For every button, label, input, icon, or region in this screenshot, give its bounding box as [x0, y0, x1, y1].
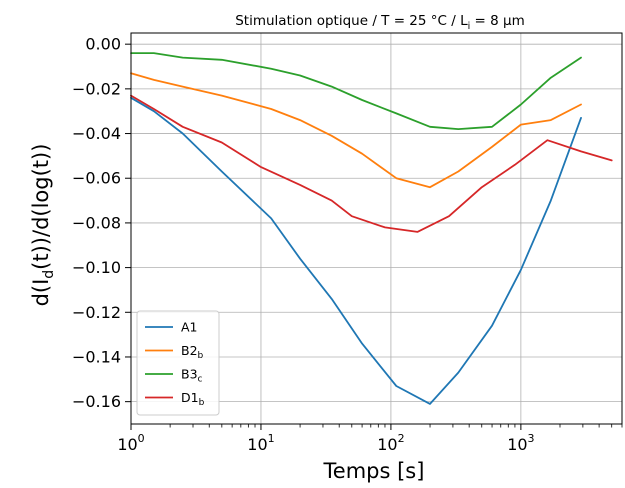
series-line-b3: [130, 52, 582, 131]
y-tick-label: −0.08: [72, 213, 121, 232]
legend-label: D1b: [181, 390, 205, 408]
y-tick-label: −0.02: [72, 79, 121, 98]
y-tick-label: −0.12: [72, 303, 121, 322]
legend-label: B3c: [181, 367, 203, 385]
y-tick-label: −0.10: [72, 258, 121, 277]
grid: [130, 33, 622, 424]
y-axis-title-tail: (t))/d(log(t)): [29, 144, 53, 270]
legend: A1 B2b B3c D1b: [136, 310, 220, 416]
chart-title: Stimulation optique / T = 25 °C / Li = 8…: [235, 13, 525, 32]
y-tick-label: −0.06: [72, 169, 121, 188]
y-tick-label: −0.16: [72, 392, 121, 411]
x-tick-label: 102: [377, 432, 404, 454]
y-axis-title-subscript: d: [41, 270, 57, 279]
series-layer: [130, 52, 613, 405]
chart-title-tail: = 8 µm: [470, 13, 525, 29]
x-tick-label: 103: [507, 432, 534, 454]
x-axis-title: Temps [s]: [323, 459, 425, 483]
series-line-d1: [130, 94, 613, 233]
series-line-a1: [130, 96, 582, 405]
y-tick-label: −0.14: [72, 347, 121, 366]
x-axis: 100 101 102 103: [117, 424, 623, 454]
y-axis-title: d(Id(t))/d(log(t)): [29, 144, 57, 307]
y-tick-label: −0.04: [72, 124, 121, 143]
legend-box: [136, 310, 220, 416]
series-line-b2: [130, 72, 582, 189]
x-tick-label: 100: [117, 432, 144, 454]
plot-frame: [130, 32, 623, 425]
chart-title-subscript: i: [468, 21, 471, 32]
x-tick-label: 101: [247, 432, 274, 454]
legend-label: B2b: [181, 343, 204, 361]
y-tick-label: 0.00: [85, 35, 121, 54]
legend-label: A1: [181, 320, 198, 335]
y-axis: 0.00 −0.02 −0.04 −0.06 −0.08 −0.10 −0.12 −0.14 −…: [72, 35, 131, 411]
